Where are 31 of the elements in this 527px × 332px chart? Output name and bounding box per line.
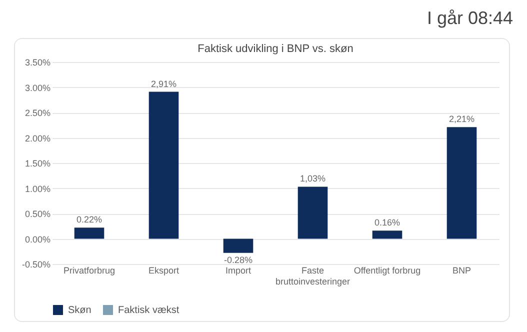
x-tick-label: Import — [225, 266, 252, 276]
bar — [298, 186, 328, 239]
bar — [74, 228, 104, 239]
x-tick-label: BNP — [452, 266, 472, 276]
chart-title: Faktisk udvikling i BNP vs. skøn — [198, 43, 354, 55]
y-tick-label: 2.00% — [24, 133, 50, 144]
text: I går 08:44 — [426, 8, 513, 29]
data-label: 2,21% — [448, 114, 475, 124]
data-label: 2,91% — [150, 78, 177, 89]
data-label: 0.16% — [374, 218, 400, 228]
y-tick-label: 0.00% — [24, 234, 50, 244]
bar — [223, 238, 254, 253]
data-label: -0.28% — [224, 254, 253, 265]
x-tick-label: Privatforbrug — [63, 266, 116, 276]
y-tick-label: 3.50% — [24, 58, 50, 68]
legend-label: Skøn — [68, 305, 92, 316]
x-tick-label: Eksport — [148, 266, 180, 276]
bar — [148, 92, 179, 239]
y-tick-label: 0.50% — [24, 209, 50, 219]
y-tick-label: 2.50% — [24, 108, 50, 118]
y-tick-label: 3.00% — [24, 82, 50, 93]
bar — [446, 127, 477, 239]
y-tick-label: 1.00% — [24, 184, 50, 194]
y-tick-label: 1.50% — [24, 158, 50, 168]
x-tick-label: Offentligt forbrug — [354, 266, 421, 276]
x-tick-label: Faste bruttoinvesteringer — [275, 266, 350, 286]
data-label: 1,03% — [300, 174, 326, 184]
bar — [372, 230, 402, 239]
legend-label: Faktisk vækst — [118, 305, 180, 316]
y-tick-label: -0.50% — [22, 260, 50, 270]
data-label: 0.22% — [76, 214, 102, 225]
